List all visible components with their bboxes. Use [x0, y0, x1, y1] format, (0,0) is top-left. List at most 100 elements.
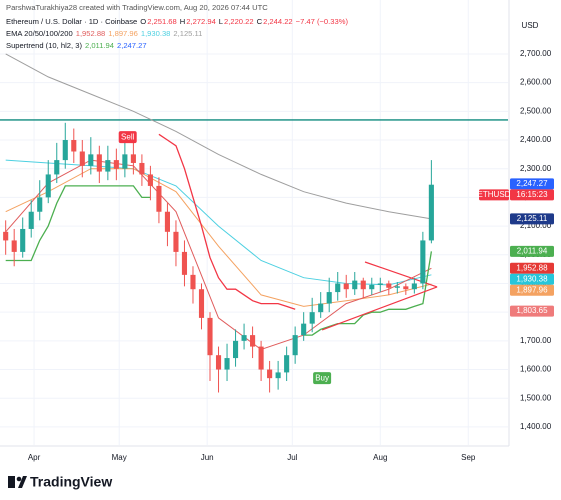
candle-body [394, 286, 400, 288]
price-badge [510, 178, 554, 190]
candle-body [130, 154, 136, 163]
candle-body [292, 335, 298, 356]
supertrend-down [158, 133, 296, 310]
candle-body [420, 240, 426, 284]
brand-logo: TradingView [8, 474, 112, 490]
y-tick-label: 1,500.00 [520, 393, 552, 402]
price-badge [510, 273, 554, 285]
signal-box [118, 131, 137, 144]
price-badge-label: 2,247.27 [516, 179, 548, 188]
y-tick-label: 1,700.00 [520, 336, 552, 345]
legend-value: 2,272.94 [186, 17, 216, 26]
price-badge-label: 16:15:23 [516, 190, 548, 199]
candle-body [147, 174, 153, 186]
trendline [321, 286, 438, 331]
candle-body [11, 240, 17, 252]
price-badge [510, 189, 554, 201]
legend-change: −7.47 (−0.33%) [295, 17, 348, 26]
signal-label: Sell [121, 132, 135, 141]
candle-body [232, 340, 239, 359]
candle-body [386, 283, 392, 288]
logo-shape [16, 476, 22, 482]
y-tick-label: 2,700.00 [520, 49, 552, 58]
candle-body [3, 231, 9, 241]
legend-key: O [140, 17, 147, 26]
candle-body [258, 346, 264, 370]
price-badge-label: 1,897.96 [516, 285, 548, 294]
x-tick-label: Sep [461, 453, 476, 462]
watermark: ParshwaTurakhiya28 created with TradingV… [6, 3, 268, 12]
currency-label: USD [522, 21, 539, 30]
x-tick-label: Jun [201, 453, 214, 462]
candle-body [241, 335, 247, 341]
legend-symbol: Ethereum / U.S. Dollar · 1D · Coinbase [6, 17, 138, 26]
x-tick-label: Apr [28, 453, 41, 462]
legend-value: 1,897.96 [108, 29, 138, 38]
legend-value: 1,952.88 [75, 29, 106, 38]
legend-key: H [179, 17, 186, 26]
candle-body [28, 211, 34, 229]
candle-body [377, 283, 383, 285]
y-tick-label: 2,100.00 [520, 221, 552, 230]
legend-title: Supertrend (10, hl2, 3) [6, 41, 82, 50]
candle-body [20, 228, 26, 252]
price-badge [510, 245, 554, 257]
x-tick-label: Aug [373, 453, 387, 462]
logo-shape [8, 476, 15, 488]
legend-value: 2,247.27 [116, 41, 147, 50]
legend-key: L [218, 17, 224, 26]
price-badge-label: 1,952.88 [516, 263, 548, 272]
candle-body [88, 154, 94, 166]
y-tick-label: 2,400.00 [520, 135, 552, 144]
price-badge-label: 1,803.65 [516, 306, 548, 315]
candle-body [301, 323, 307, 336]
price-badge [510, 213, 554, 225]
candle-body [164, 211, 170, 232]
candle-body [96, 154, 102, 172]
ema-line [5, 159, 432, 351]
ema-line [5, 159, 432, 286]
candle-body [318, 303, 324, 313]
candle-body [403, 286, 409, 290]
candle-body [54, 160, 60, 175]
legend-title: EMA 20/50/100/200 [6, 29, 73, 38]
price-badge [510, 305, 554, 317]
candle-body [428, 184, 434, 241]
candle-body [181, 251, 188, 275]
logo-shape [18, 476, 27, 488]
candle-body [369, 284, 375, 290]
candle-body [335, 283, 341, 293]
x-tick-label: May [112, 453, 127, 462]
y-tick-label: 1,600.00 [520, 365, 552, 374]
legend-row: EMA 20/50/100/200 1,952.88 1,897.96 1,930.3… [6, 29, 205, 38]
legend-row: Supertrend (10, hl2, 3) 2,011.94 2,247.27 [6, 41, 150, 50]
legend-value: 2,220.22 [224, 17, 254, 26]
candle-body [156, 185, 162, 212]
ema-line [5, 53, 432, 220]
signal-box [313, 372, 332, 385]
legend-key: C [256, 17, 263, 26]
candle-body [37, 197, 43, 212]
candle-body [207, 317, 213, 356]
candle-body [71, 140, 77, 152]
y-tick-label: 2,300.00 [520, 164, 552, 173]
brand-name: TradingView [30, 474, 112, 490]
legend-value: 1,930.38 [140, 29, 171, 38]
candle-body [139, 162, 145, 175]
signal-label: Buy [315, 373, 329, 382]
candle-body [250, 335, 256, 347]
symbol-badge [479, 189, 509, 201]
legend-row: Ethereum / U.S. Dollar · 1D · Coinbase O 2… [6, 17, 351, 26]
y-tick-label: 1,400.00 [520, 422, 552, 431]
price-badge [510, 262, 554, 274]
candle-body [105, 160, 111, 172]
legend-value: 2,125.11 [173, 29, 203, 38]
grid [0, 0, 508, 445]
candle-body [79, 151, 85, 166]
supertrend-up [5, 185, 433, 336]
y-tick-label: 2,600.00 [520, 78, 552, 87]
candle-body [113, 160, 119, 169]
candle-body [122, 154, 128, 169]
